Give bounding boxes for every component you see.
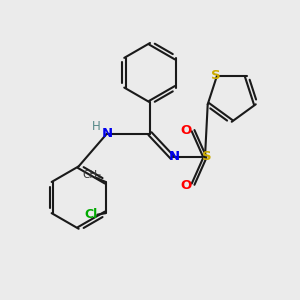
Text: O: O	[180, 179, 191, 192]
Text: H: H	[92, 120, 101, 133]
Text: S: S	[202, 150, 211, 163]
Text: N: N	[101, 127, 112, 140]
Text: S: S	[212, 69, 221, 82]
Text: Cl: Cl	[84, 208, 98, 220]
Text: O: O	[180, 124, 191, 137]
Text: CH₃: CH₃	[83, 170, 102, 180]
Text: N: N	[169, 150, 180, 163]
